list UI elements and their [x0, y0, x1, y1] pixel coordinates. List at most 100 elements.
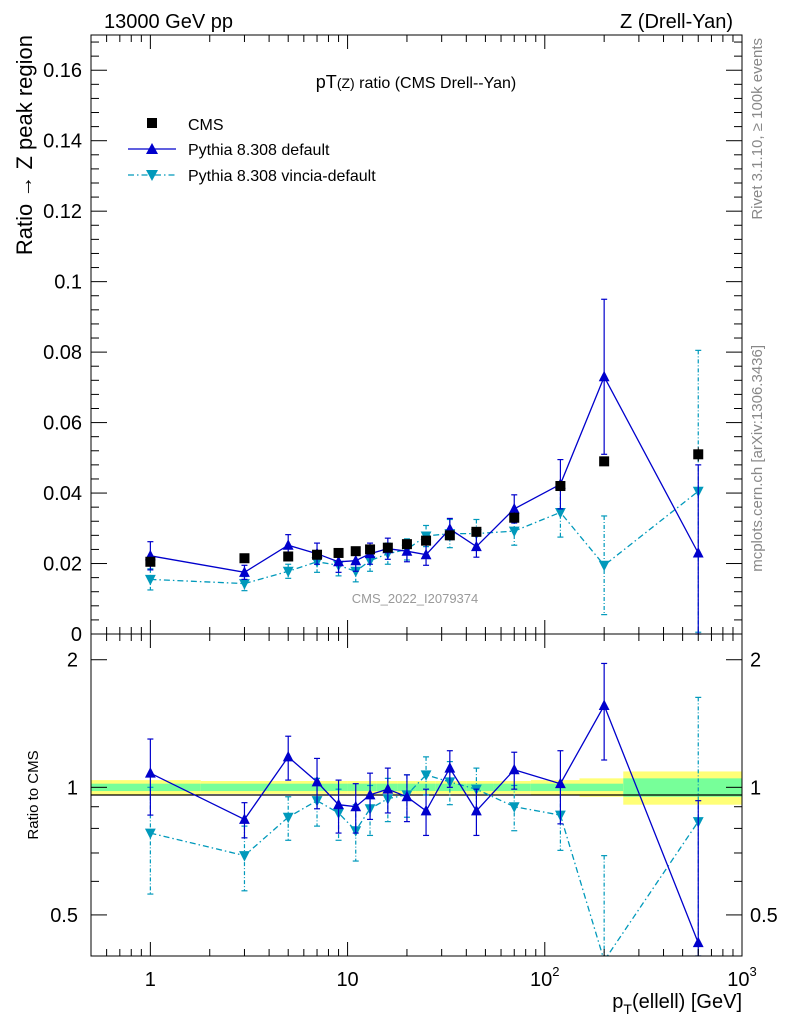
data-point-cms	[239, 553, 250, 564]
ratio-point-pythia-default	[333, 798, 344, 810]
band-inner-segment	[91, 783, 201, 792]
data-point-pythia-vincia	[598, 560, 610, 572]
y-tick-label-right: 1	[750, 777, 761, 799]
x-tick-exponent: 3	[750, 964, 757, 979]
x-tick-exponent: 2	[552, 964, 559, 979]
plot-title-main: pT	[316, 72, 337, 92]
data-point-pythia-default	[508, 502, 520, 514]
data-point-pythia-default	[350, 554, 362, 566]
data-point-pythia-default	[401, 545, 413, 556]
x-axis-label-rest: (ellell) [GeV]	[632, 991, 742, 1013]
ratio-point-pythia-vincia	[282, 812, 294, 824]
data-point-cms	[509, 512, 520, 523]
ratio-point-pythia-default	[444, 762, 456, 773]
data-point-cms	[444, 530, 455, 541]
ratio-point-pythia-default	[401, 790, 413, 802]
y-tick-label: 1	[67, 777, 78, 799]
y-tick-label: 0.12	[43, 201, 82, 223]
ratio-line-pythia-vincia	[150, 774, 699, 956]
ratio-series-layer	[144, 662, 704, 956]
ratio-point-pythia-default	[364, 788, 376, 800]
ratio-point-pythia-default	[555, 777, 566, 789]
ratio-point-pythia-default	[420, 804, 432, 816]
rivet-version-label: Rivet 3.1.10, ≥ 100k events	[749, 38, 766, 220]
data-point-cms	[401, 539, 412, 550]
legend: CMS Pythia 8.308 default Pythia 8.308 vi…	[128, 117, 376, 185]
data-point-cms	[365, 544, 376, 555]
data-point-pythia-default	[598, 370, 610, 382]
data-point-cms	[312, 549, 323, 560]
legend-default-marker	[146, 143, 158, 154]
data-point-cms	[350, 546, 361, 557]
band-inner-segment	[269, 783, 318, 792]
y-tick-label: 2	[67, 650, 78, 672]
data-point-pythia-vincia	[144, 574, 156, 586]
data-point-cms	[333, 547, 344, 558]
data-point-cms	[693, 449, 704, 460]
data-point-cms	[599, 456, 610, 467]
ratio-panel-frame	[90, 633, 743, 957]
band-inner-segment	[317, 783, 348, 792]
x-axis-label-sub: T	[623, 1001, 632, 1017]
data-point-pythia-vincia	[350, 566, 362, 578]
data-point-pythia-vincia	[282, 566, 294, 578]
legend-cms-marker	[147, 118, 157, 128]
data-point-pythia-default	[333, 555, 344, 567]
header-process-label: Z (Drell-Yan)	[620, 11, 733, 33]
ratio-point-pythia-default	[311, 775, 323, 787]
y-tick-label: 0.08	[43, 342, 82, 364]
y-tick-label: 0.14	[43, 131, 82, 153]
ratio-point-pythia-default	[692, 936, 704, 948]
ratio-panel: 1 10 102 103 0.5 0.5 1 1 2 2 Ratio to CMS pT(elle…	[25, 633, 778, 1017]
data-point-cms	[283, 551, 294, 562]
y-tick-label: 0.16	[43, 60, 82, 82]
plot-title-small: (Z)	[337, 75, 355, 91]
x-tick-label: 1	[145, 969, 156, 991]
x-tick-label: 103	[727, 964, 756, 991]
legend-vincia-label: Pythia 8.308 vincia-default	[188, 168, 376, 185]
ratio-point-pythia-default	[144, 767, 156, 778]
ratio-uncertainty-band	[91, 771, 742, 805]
data-point-pythia-default	[420, 548, 432, 560]
plot-title-rest: ratio (CMS Drell--Yan)	[355, 75, 517, 92]
y-tick-label: 0	[71, 624, 82, 646]
y-tick-label-right: 0.5	[750, 905, 778, 927]
data-point-pythia-vincia	[239, 579, 250, 590]
data-point-pythia-default	[239, 566, 250, 577]
ratio-line-pythia-default	[150, 703, 699, 943]
legend-cms-label: CMS	[188, 117, 224, 134]
data-point-cms	[555, 481, 566, 492]
plot-title: pT(Z) ratio (CMS Drell--Yan)	[316, 72, 516, 92]
ratio-point-pythia-vincia	[508, 802, 520, 813]
ratio-point-pythia-default	[598, 699, 610, 710]
ratio-point-pythia-default	[350, 800, 362, 812]
band-inner-segment	[623, 778, 742, 797]
data-point-pythia-default	[692, 546, 704, 558]
data-point-pythia-default	[470, 540, 482, 552]
ratio-point-pythia-default	[382, 783, 394, 794]
data-point-pythia-vincia	[508, 526, 520, 538]
main-y-axis-label: Ratio → Z peak region	[12, 35, 37, 255]
band-inner-segment	[493, 783, 531, 792]
series-line-pythia-vincia	[150, 490, 699, 585]
main-panel: 0 0.02 0.04 0.06 0.08 0.1 0.12 0.14 0.16 Ratio →…	[12, 34, 743, 646]
band-inner-segment	[200, 783, 270, 792]
y-tick-label: 0.1	[54, 272, 82, 294]
ratio-y-axis-label: Ratio to CMS	[25, 750, 42, 839]
y-tick-label: 0.06	[43, 413, 82, 435]
ratio-point-pythia-vincia	[144, 828, 156, 840]
y-tick-label: 0.04	[43, 483, 82, 505]
y-tick-label: 0.5	[50, 905, 78, 927]
band-inner-segment	[530, 783, 580, 792]
x-tick-label: 10	[336, 969, 358, 991]
series-line-pythia-default	[150, 375, 699, 573]
data-point-cms	[382, 542, 393, 553]
data-point-pythia-default	[282, 539, 294, 550]
main-axes: 0 0.02 0.04 0.06 0.08 0.1 0.12 0.14 0.16	[43, 35, 742, 646]
x-tick-label: 102	[530, 964, 559, 991]
ratio-point-pythia-vincia	[420, 770, 432, 781]
data-point-pythia-vincia	[555, 507, 566, 519]
y-tick-label-right: 2	[750, 650, 761, 672]
header-energy-label: 13000 GeV pp	[104, 11, 233, 33]
ratio-axes: 1 10 102 103 0.5 0.5 1 1 2 2	[50, 634, 778, 991]
